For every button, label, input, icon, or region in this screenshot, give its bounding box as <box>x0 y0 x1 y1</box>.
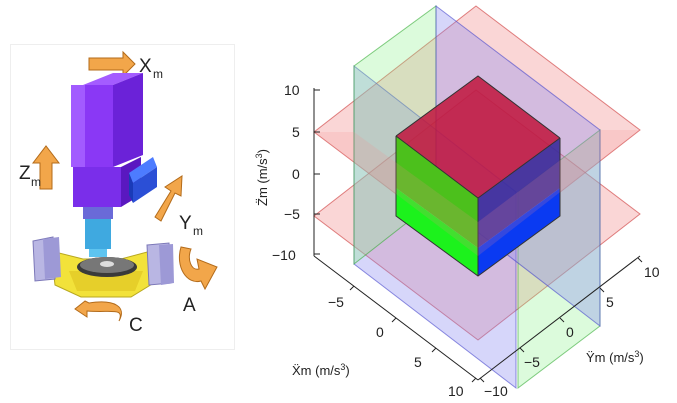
cube-side-face-upper <box>478 138 560 248</box>
c-axis-rotation-arrow: C <box>74 300 143 336</box>
z-axis-arrow: Z m <box>19 145 61 190</box>
x-axis-label: Ẍm (m/s3) <box>292 362 350 378</box>
y-axis-arrow: Y m <box>154 175 203 238</box>
y-arrow-label: Y <box>179 213 192 234</box>
cube-front-face-upper <box>396 136 478 248</box>
y-tick-neg10: −10 <box>484 383 508 399</box>
x-tick-10: 10 <box>448 383 464 399</box>
z-tick-neg5: −5 <box>284 206 300 222</box>
feasible-cube <box>395 75 561 277</box>
z-arrow-subscript: m <box>31 175 41 189</box>
y-tick-5: 5 <box>606 294 614 310</box>
x-arrow-label: X <box>139 56 152 77</box>
tool-holder <box>83 207 113 257</box>
x-tick-5: 5 <box>414 354 422 370</box>
x-axis-ticks <box>349 285 477 383</box>
x-arrow-subscript: m <box>153 67 163 81</box>
y-motor-block <box>129 157 157 203</box>
cube-side-face-lower <box>478 188 560 276</box>
c-arrow-label: C <box>129 315 143 336</box>
z-tick-5: 5 <box>292 124 300 140</box>
machine-tool-illustration: X m Z m <box>10 44 235 350</box>
z-tick-10: 10 <box>284 82 300 98</box>
a-arrow-label: A <box>183 295 196 316</box>
cube-front-face-lower <box>396 188 478 276</box>
z-axis-label: Z̈m (m/s3) <box>254 149 270 206</box>
z-tick-neg10: −10 <box>272 247 296 263</box>
y-tick-10: 10 <box>644 264 660 280</box>
y-tick-0: 0 <box>566 324 574 340</box>
y-axis-label: Ÿm (m/s3) <box>586 349 644 365</box>
z-arrow-label: Z <box>19 163 31 184</box>
a-axis-rotation-arrow: A <box>179 246 218 316</box>
x-tick-neg5: −5 <box>328 294 344 310</box>
x-axis-arrow: X m <box>88 50 163 81</box>
spindle-head <box>71 73 143 207</box>
z-plane-upper-front <box>314 130 640 256</box>
machine-tool-svg: X m Z m <box>19 50 218 336</box>
z-axis-ticks <box>314 89 320 255</box>
trunnion-supports <box>32 236 174 286</box>
y-tick-neg5: −5 <box>524 354 540 370</box>
z-tick-0: 0 <box>292 166 300 182</box>
y-axis-line <box>477 255 641 381</box>
y-arrow-subscript: m <box>193 224 203 238</box>
y-axis-ticks <box>479 257 643 383</box>
x-tick-0: 0 <box>376 324 384 340</box>
rotary-table <box>50 250 158 298</box>
